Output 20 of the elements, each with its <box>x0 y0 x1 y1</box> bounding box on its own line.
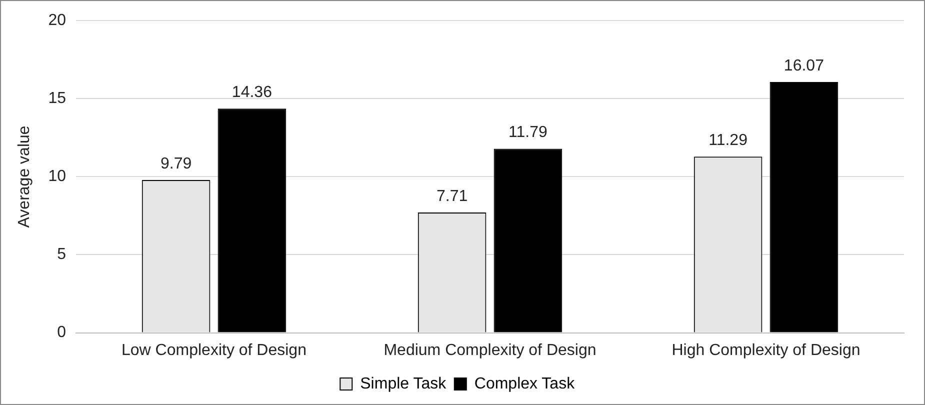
data-label: 11.79 <box>508 124 548 142</box>
y-tick-label: 10 <box>48 168 66 186</box>
data-label: 9.79 <box>160 155 192 172</box>
x-tick-label: High Complexity of Design <box>672 342 860 359</box>
legend-label: Complex Task <box>474 375 576 392</box>
data-label: 7.71 <box>436 188 468 205</box>
data-label: 16.07 <box>784 57 824 74</box>
bar <box>218 108 286 332</box>
x-tick-label: Medium Complexity of Design <box>384 342 596 359</box>
data-label: 11.29 <box>708 132 748 149</box>
y-tick-label: 0 <box>57 324 66 342</box>
data-label: 14.36 <box>232 84 272 102</box>
bar <box>770 82 838 332</box>
y-axis-title: Average value <box>16 126 34 228</box>
y-tick-label: 20 <box>48 12 66 30</box>
bar <box>494 148 562 332</box>
x-tick-label: Low Complexity of Design <box>122 342 306 359</box>
y-tick-label: 5 <box>57 246 66 264</box>
legend-label: Simple Task <box>360 375 448 392</box>
y-tick-label: 15 <box>48 90 66 108</box>
